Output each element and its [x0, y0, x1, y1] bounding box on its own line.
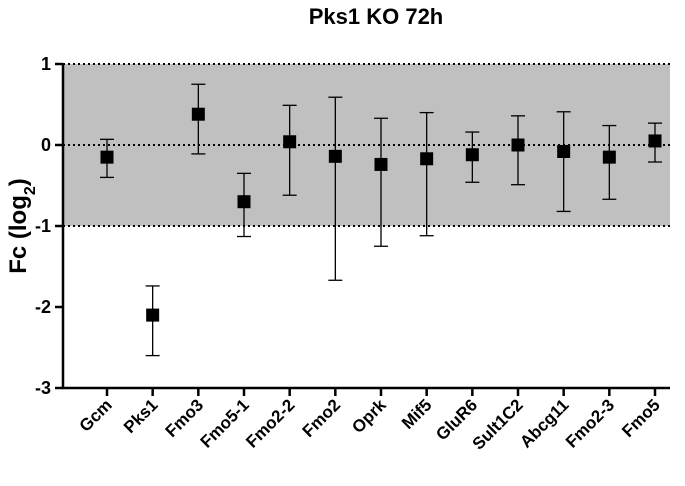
- x-tick-label: Fmo2-2: [242, 395, 298, 451]
- data-point: [100, 150, 114, 164]
- data-point: [648, 134, 662, 148]
- y-axis-label-main: Fc (log: [5, 195, 32, 274]
- data-point: [237, 195, 251, 209]
- x-tick-label: Fmo2-3: [562, 395, 618, 451]
- y-axis-label-subscript: 2: [22, 186, 39, 195]
- x-tick-label: Sult1C2: [469, 395, 527, 453]
- data-point: [511, 138, 525, 152]
- x-tick-label: Fmo5: [618, 395, 663, 440]
- y-tick-label: -2: [35, 297, 51, 317]
- error-bar: [556, 111, 571, 213]
- x-tick-label: Oprk: [348, 395, 390, 437]
- y-tick-label: -1: [35, 216, 51, 236]
- error-bars: [100, 83, 662, 357]
- data-point: [191, 107, 205, 121]
- y-tick-label: 0: [41, 135, 51, 155]
- y-axis-label: Fc (log2): [5, 178, 39, 274]
- y-axis-label-close: ): [5, 178, 32, 186]
- data-point: [602, 150, 616, 164]
- x-tick-label: Pks1: [120, 395, 162, 437]
- x-tick-label: Mif5: [398, 395, 435, 432]
- y-tick-label: -3: [35, 378, 51, 398]
- y-tick-label: 1: [41, 54, 51, 74]
- data-point: [374, 157, 388, 171]
- data-point: [465, 148, 479, 162]
- x-tick-label: Fmo5-1: [197, 395, 253, 451]
- y-axis: [55, 62, 65, 390]
- x-tick-label: Gcm: [76, 395, 116, 435]
- data-points: [100, 107, 662, 322]
- chart-title: Pks1 KO 72h: [309, 4, 444, 29]
- data-point: [146, 308, 160, 322]
- x-tick-label: Abcg11: [516, 395, 572, 451]
- data-point: [283, 135, 297, 149]
- y-tick-labels: 1 0 -1 -2 -3: [35, 54, 51, 398]
- error-bar: [374, 117, 388, 247]
- data-point: [420, 152, 434, 166]
- x-axis: [62, 386, 670, 396]
- error-bar: [282, 104, 297, 196]
- error-bar: [328, 96, 343, 281]
- x-tick-label: Fmo2: [299, 395, 344, 440]
- data-point: [557, 144, 571, 158]
- data-point: [328, 149, 342, 163]
- error-bar: [419, 111, 434, 237]
